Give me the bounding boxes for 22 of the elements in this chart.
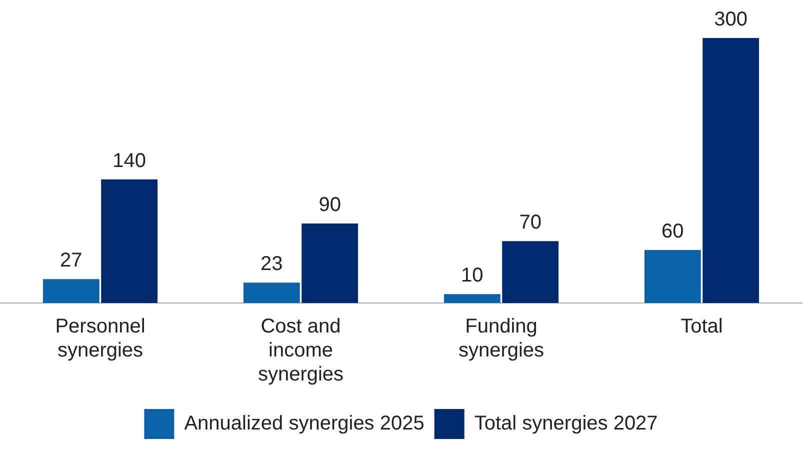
bar [502,241,559,303]
data-label: 23 [260,253,283,276]
bar [644,250,701,303]
legend-label: Total synergies 2027 [474,412,658,435]
data-label: 140 [112,150,146,172]
bar [702,38,760,303]
bar [101,179,158,303]
bar [42,279,100,303]
bar [302,224,358,303]
data-label: 70 [519,212,542,234]
x-tick-label: Funding synergies [458,316,544,362]
bar [243,282,300,303]
data-label: 27 [60,250,82,272]
data-label: 300 [714,8,748,31]
data-label: 60 [662,220,684,243]
data-label: 90 [318,194,341,216]
legend-label: Annualized synergies 2025 [184,412,424,435]
data-label: 10 [461,264,484,287]
x-tick-label: Cost and income synergies [258,316,344,386]
x-tick-label: Personnel synergies [55,316,146,362]
bar [444,294,500,303]
x-tick-label: Total [680,316,723,338]
